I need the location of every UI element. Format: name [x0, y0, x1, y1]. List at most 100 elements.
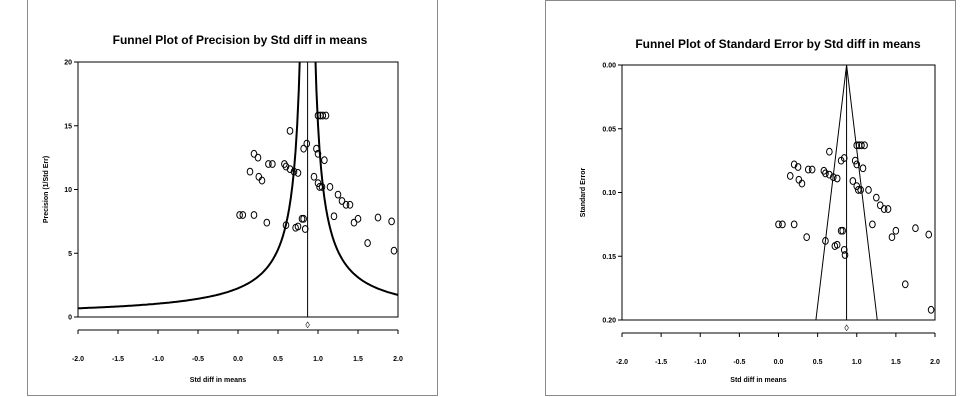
- study-point: [265, 160, 272, 168]
- study-point: [239, 211, 247, 219]
- x-tick-label: 0.5: [813, 359, 823, 366]
- study-point: [236, 211, 243, 219]
- x-tick-label: -0.5: [192, 356, 204, 363]
- funnel-limit-right: [846, 65, 878, 320]
- study-point: [803, 233, 810, 242]
- x-tick-label: 0.0: [774, 359, 784, 366]
- study-point: [334, 190, 342, 199]
- study-point: [346, 200, 354, 209]
- x-tick-label: -0.5: [733, 359, 745, 366]
- study-point: [364, 239, 371, 247]
- study-point: [794, 163, 802, 171]
- study-point: [869, 220, 876, 229]
- study-point: [246, 167, 254, 176]
- x-tick-label: -1.0: [152, 356, 164, 363]
- study-point: [775, 220, 782, 229]
- x-tick-label: -2.0: [616, 359, 628, 366]
- study-point: [853, 182, 861, 191]
- study-point: [303, 139, 311, 148]
- standard-error-funnel-panel: Funnel Plot of Standard Error by Std dif…: [545, 0, 956, 396]
- x-tick-label: 1.5: [353, 356, 363, 363]
- study-point: [301, 225, 309, 233]
- plot-area: [78, 62, 398, 317]
- study-point: [786, 172, 794, 180]
- study-point: [282, 221, 290, 230]
- study-point: [338, 197, 346, 205]
- x-tick-label: 1.0: [852, 359, 862, 366]
- study-point: [880, 205, 888, 213]
- y-tick-label: 5: [68, 251, 72, 258]
- funnel-limit-right: [314, 62, 398, 296]
- study-point: [804, 165, 812, 174]
- study-point: [300, 214, 307, 223]
- y-tick-label: 0.20: [602, 318, 616, 325]
- study-point: [282, 162, 290, 171]
- plot-frame: [621, 64, 936, 321]
- chart-title: Funnel Plot of Standard Error by Std dif…: [635, 37, 921, 51]
- study-point: [822, 169, 829, 178]
- study-point: [849, 177, 857, 185]
- study-point: [313, 144, 320, 153]
- precision-funnel-panel: Funnel Plot of Precision by Std diff in …: [27, 0, 438, 396]
- study-point: [316, 183, 323, 191]
- study-point: [374, 213, 382, 222]
- study-point: [892, 226, 900, 235]
- study-point: [390, 246, 398, 255]
- study-point: [286, 126, 294, 135]
- study-point: [833, 174, 841, 183]
- study-point: [779, 220, 786, 229]
- x-axis-label: Std diff in means: [190, 377, 247, 384]
- y-tick-label: 0.00: [602, 63, 616, 70]
- study-point: [853, 141, 861, 150]
- study-point: [857, 186, 864, 194]
- study-point: [314, 149, 322, 158]
- study-point: [388, 217, 395, 226]
- study-point: [319, 111, 327, 120]
- y-axis-label: Precision (1/Std Err): [43, 156, 50, 223]
- x-tick-label: -1.0: [694, 359, 706, 366]
- study-point: [840, 154, 848, 162]
- study-point: [350, 218, 358, 227]
- study-point: [861, 141, 868, 150]
- study-point: [851, 156, 859, 165]
- study-point: [294, 222, 302, 231]
- y-tick-label: 15: [64, 123, 72, 130]
- study-point: [269, 160, 276, 168]
- study-point: [839, 226, 846, 235]
- study-point: [858, 141, 865, 150]
- study-point: [840, 245, 848, 254]
- study-point: [250, 211, 258, 219]
- study-point: [330, 212, 338, 221]
- y-tick-label: 0.05: [602, 126, 616, 133]
- combined-effect-diamond: ◊: [844, 323, 849, 333]
- study-point: [790, 220, 798, 229]
- x-tick-label: 0.5: [273, 356, 283, 363]
- study-point: [790, 160, 798, 169]
- study-point: [286, 165, 294, 174]
- study-point: [314, 111, 322, 120]
- study-point: [833, 240, 841, 249]
- study-point: [322, 111, 330, 120]
- study-point: [822, 237, 829, 245]
- study-point: [318, 183, 326, 191]
- x-tick-label: 2.0: [930, 359, 940, 366]
- study-point: [925, 230, 933, 239]
- funnel-limit-left: [815, 65, 848, 320]
- x-tick-label: 0.0: [233, 356, 243, 363]
- plot-area: [775, 65, 935, 320]
- study-point: [901, 280, 909, 289]
- study-point: [873, 193, 880, 202]
- study-point: [798, 179, 806, 188]
- x-tick-label: 1.5: [891, 359, 901, 366]
- study-point: [884, 205, 892, 213]
- combined-effect-diamond: ◊: [305, 320, 310, 330]
- study-point: [841, 251, 849, 259]
- study-point: [281, 160, 288, 168]
- study-point: [310, 172, 318, 181]
- study-point: [876, 201, 884, 210]
- study-point: [927, 305, 935, 314]
- y-tick-label: 20: [64, 60, 72, 67]
- study-point: [865, 186, 872, 194]
- x-tick-label: 2.0: [393, 356, 403, 363]
- plot-frame: [77, 61, 399, 318]
